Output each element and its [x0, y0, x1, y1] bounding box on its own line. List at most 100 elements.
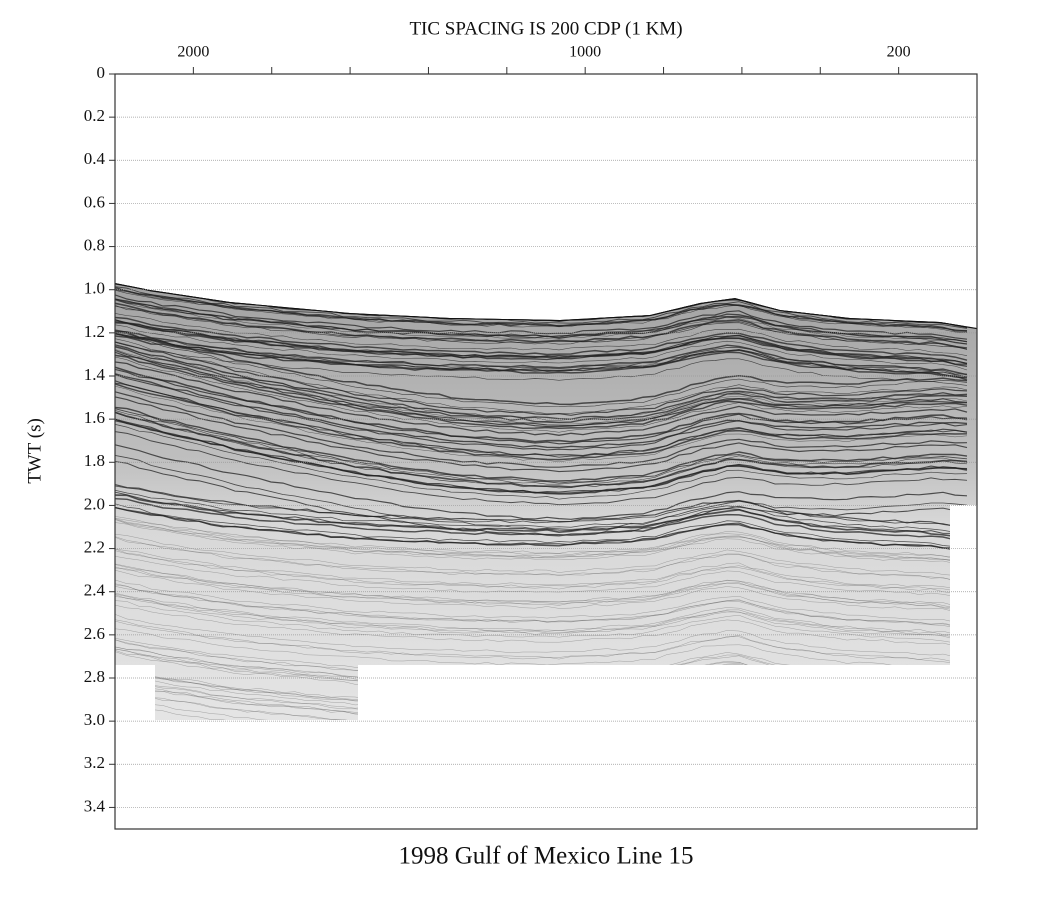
reflector — [115, 596, 968, 640]
reflector — [115, 593, 968, 639]
y-axis-label: TWT (s) — [24, 418, 45, 484]
reflector — [115, 330, 968, 376]
reflector — [115, 396, 968, 473]
reflector — [115, 418, 968, 495]
reflector — [115, 406, 968, 482]
y-tick-label: 1.8 — [84, 451, 105, 470]
reflector — [115, 564, 968, 609]
reflector — [115, 522, 968, 567]
reflector — [115, 305, 968, 350]
reflector — [115, 489, 968, 534]
reflector — [115, 491, 968, 538]
seafloor — [115, 283, 977, 330]
reflector — [115, 298, 968, 343]
y-tick-label: 3.4 — [84, 796, 106, 815]
y-tick-label: 2.4 — [84, 581, 106, 600]
seismic-texture — [115, 283, 977, 720]
y-tick-label: 1.2 — [84, 322, 105, 341]
reflector — [115, 361, 968, 436]
y-tick-label: 1.4 — [84, 365, 106, 384]
reflector — [115, 536, 967, 581]
y-tick-label: 2.2 — [84, 537, 105, 556]
reflector — [115, 533, 968, 578]
reflector — [115, 550, 968, 597]
reflector — [115, 411, 968, 488]
reflector — [115, 383, 968, 461]
reflector — [115, 604, 968, 648]
y-tick-label: 2.6 — [84, 624, 105, 643]
reflector — [115, 584, 968, 629]
reflector — [115, 410, 968, 485]
reflector — [115, 569, 968, 614]
reflector — [115, 380, 968, 457]
caption: 1998 Gulf of Mexico Line 15 — [398, 843, 693, 870]
reflector — [115, 548, 968, 595]
reflector — [115, 518, 968, 564]
reflector — [115, 579, 968, 624]
reflector — [115, 344, 968, 420]
reflector — [115, 497, 968, 541]
reflector — [115, 506, 968, 553]
y-tick-label: 3.0 — [84, 710, 105, 729]
x-tick-label: 1000 — [569, 44, 601, 61]
reflector — [115, 286, 968, 329]
reflector — [115, 319, 968, 365]
reflector — [115, 333, 968, 378]
chart-title: TIC SPACING IS 200 CDP (1 KM) — [409, 18, 682, 39]
x-tick-label: 200 — [887, 44, 911, 61]
reflector — [115, 503, 968, 549]
reflector — [115, 431, 968, 506]
reflector — [115, 316, 968, 361]
reflector — [115, 332, 968, 408]
plot-frame — [114, 73, 978, 830]
reflector — [115, 517, 968, 560]
y-tick-label: 2.8 — [84, 667, 105, 686]
reflector — [115, 335, 968, 381]
y-tick-label: 0.8 — [84, 235, 105, 254]
reflector — [115, 418, 968, 494]
reflector — [115, 385, 968, 463]
reflector — [115, 563, 968, 608]
y-tick-label: 0.6 — [84, 192, 105, 211]
reflector — [115, 349, 968, 426]
y-tick-label: 1.0 — [84, 279, 105, 298]
y-tick-label: 3.2 — [84, 753, 105, 772]
y-tick-label: 0 — [97, 63, 106, 82]
reflector — [115, 690, 968, 720]
reflector — [115, 485, 968, 530]
y-tick-label: 2.0 — [84, 494, 105, 513]
reflector — [115, 518, 968, 564]
reflector — [115, 368, 968, 445]
reflector — [115, 356, 968, 433]
y-tick-label: 0.4 — [84, 149, 106, 168]
x-tick-label: 2000 — [177, 44, 209, 61]
reflector — [115, 594, 968, 640]
reflector — [115, 537, 968, 582]
reflector — [115, 600, 968, 644]
reflector — [115, 341, 968, 416]
reflector — [115, 373, 968, 449]
reflector — [115, 294, 968, 340]
reflector — [115, 628, 968, 673]
reflector — [115, 299, 968, 345]
reflector — [115, 690, 968, 720]
reflector — [115, 696, 968, 720]
reflector — [115, 484, 968, 529]
reflector — [115, 324, 968, 371]
reflector — [115, 548, 968, 593]
reflector — [115, 329, 968, 406]
reflector — [115, 567, 968, 612]
reflector — [115, 287, 968, 332]
seismic-image — [115, 283, 977, 720]
reflector — [115, 346, 968, 424]
reflector — [115, 494, 968, 538]
y-tick-label: 1.6 — [84, 408, 105, 427]
reflector — [115, 586, 968, 629]
reflector — [115, 583, 968, 629]
reflector — [115, 519, 968, 565]
reflector — [115, 454, 968, 530]
reflector — [115, 338, 968, 414]
reflector — [115, 313, 968, 356]
